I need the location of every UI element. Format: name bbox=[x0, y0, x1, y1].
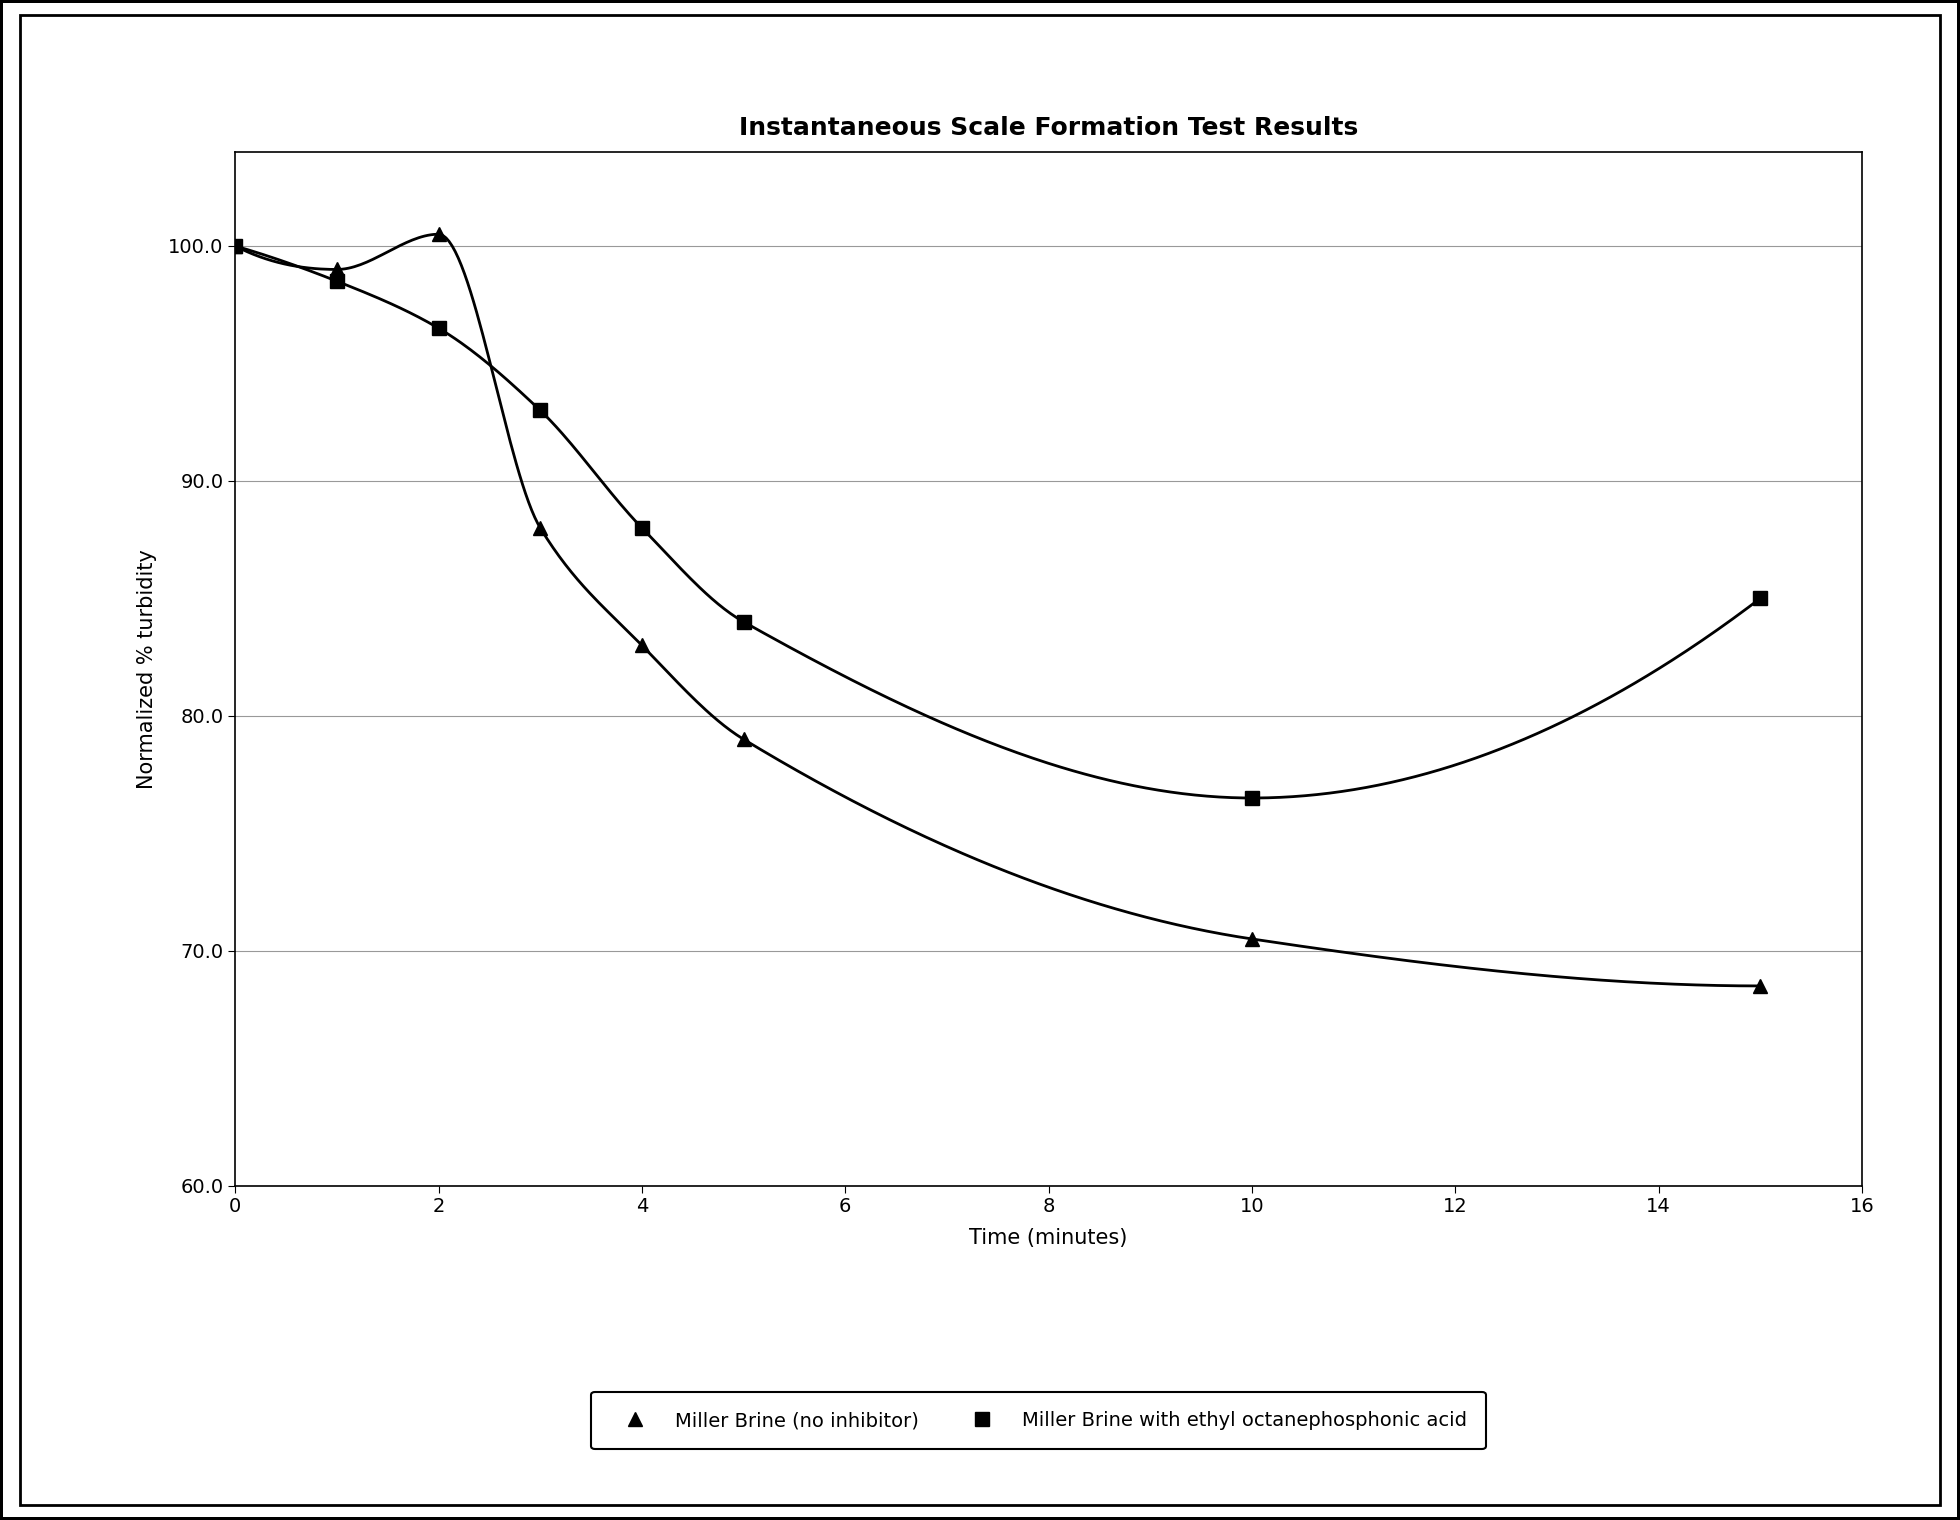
Miller Brine (no inhibitor) bbox=[223, 237, 247, 255]
Miller Brine (no inhibitor) bbox=[427, 225, 451, 243]
Miller Brine with ethyl octanephosphonic acid bbox=[529, 401, 553, 420]
Miller Brine (no inhibitor) bbox=[1748, 977, 1772, 996]
Miller Brine with ethyl octanephosphonic acid bbox=[631, 518, 655, 537]
Legend: Miller Brine (no inhibitor), Miller Brine with ethyl octanephosphonic acid: Miller Brine (no inhibitor), Miller Brin… bbox=[592, 1392, 1486, 1450]
X-axis label: Time (minutes): Time (minutes) bbox=[970, 1228, 1127, 1248]
Miller Brine with ethyl octanephosphonic acid bbox=[427, 319, 451, 337]
Miller Brine (no inhibitor) bbox=[731, 730, 755, 748]
Miller Brine (no inhibitor) bbox=[529, 518, 553, 537]
Miller Brine with ethyl octanephosphonic acid bbox=[1748, 590, 1772, 608]
Miller Brine with ethyl octanephosphonic acid bbox=[731, 613, 755, 631]
Title: Instantaneous Scale Formation Test Results: Instantaneous Scale Formation Test Resul… bbox=[739, 117, 1358, 140]
Line: Miller Brine with ethyl octanephosphonic acid: Miller Brine with ethyl octanephosphonic… bbox=[227, 239, 1768, 806]
Miller Brine with ethyl octanephosphonic acid bbox=[1241, 789, 1264, 807]
Miller Brine with ethyl octanephosphonic acid bbox=[325, 272, 349, 290]
Line: Miller Brine (no inhibitor): Miller Brine (no inhibitor) bbox=[227, 228, 1768, 993]
Y-axis label: Normalized % turbidity: Normalized % turbidity bbox=[137, 549, 157, 789]
Miller Brine with ethyl octanephosphonic acid bbox=[223, 237, 247, 255]
Miller Brine (no inhibitor) bbox=[1241, 930, 1264, 948]
Miller Brine (no inhibitor) bbox=[325, 260, 349, 278]
Miller Brine (no inhibitor) bbox=[631, 637, 655, 655]
